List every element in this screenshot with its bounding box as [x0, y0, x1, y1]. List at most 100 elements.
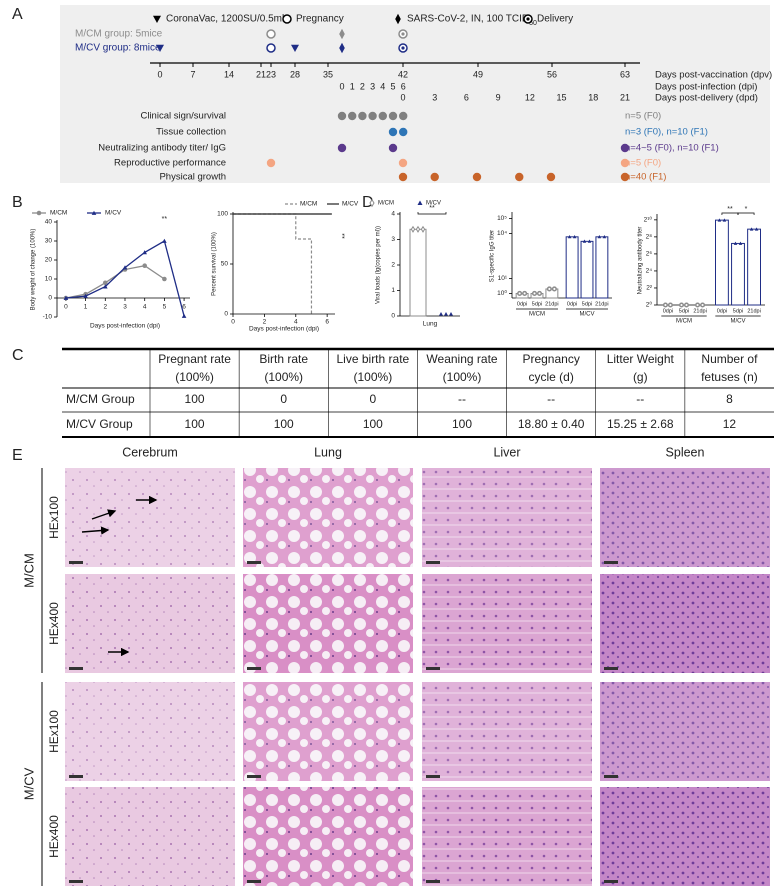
table-cell: 100: [452, 417, 472, 431]
table-cell: --: [636, 392, 644, 406]
event-marker: [339, 42, 345, 54]
timeline-dot: [398, 158, 408, 168]
event-marker-center: [401, 46, 405, 50]
y-axis-label: Body weight of change (100%): [31, 229, 37, 311]
row-label: Clinical sign/survival: [140, 111, 226, 122]
x-tick-label: 0dpi: [717, 308, 727, 314]
y-tick-label: 0: [48, 295, 52, 302]
row-note: n=3 (F0), n=10 (F1): [625, 127, 708, 138]
annotation: **: [727, 206, 733, 213]
bar-marker: [517, 290, 523, 297]
annotation: *: [745, 206, 748, 213]
bar-marker: [410, 225, 416, 233]
x-tick-label: 5dpi: [532, 301, 542, 307]
scale-bar: [604, 880, 618, 883]
legend-label: M/CV: [342, 201, 359, 208]
histology-image: [65, 468, 235, 567]
column-header: Spleen: [666, 445, 705, 459]
table-cell: 15.25 ± 2.68: [607, 417, 674, 431]
event-marker: [156, 44, 164, 52]
row-note: n=5 (F0): [625, 158, 661, 169]
x-tick-label: Lung: [423, 321, 438, 328]
data-point: [103, 280, 108, 286]
timeline-dot: [472, 172, 482, 182]
table-header: (g): [633, 370, 648, 384]
legend-symbol: [395, 13, 401, 25]
legend-symbol: [369, 198, 375, 208]
table-cell: 18.80 ± 0.40: [518, 417, 585, 431]
dpi-tick-label: 2: [360, 81, 365, 91]
dpv-tick-label: 14: [224, 69, 234, 79]
scale-bar: [426, 561, 440, 564]
table-header: Weaning rate: [426, 352, 497, 366]
bar-marker: [667, 302, 673, 308]
legend-label: M/CV: [426, 201, 441, 207]
bar-marker: [522, 290, 528, 297]
panel-label: C: [12, 347, 24, 364]
panel-label: E: [12, 447, 23, 464]
row-label: HEx100: [47, 496, 61, 539]
scale-bar: [247, 775, 261, 778]
scale-bar: [604, 667, 618, 670]
y-tick-label: 10¹: [498, 275, 508, 282]
x-tick-label: 0dpi: [517, 301, 527, 307]
dpd-tick-label: 15: [557, 92, 567, 102]
y-tick-label: 100: [217, 211, 228, 218]
dpv-tick-label: 7: [190, 69, 195, 79]
bar-marker: [662, 302, 668, 308]
histology-image: [243, 682, 413, 781]
scale-bar: [247, 561, 261, 564]
row-label: HEx100: [47, 710, 61, 753]
table-header: Number of: [701, 352, 758, 366]
bar-marker: [536, 290, 543, 297]
event-marker: [266, 43, 276, 53]
event-marker: [291, 44, 299, 52]
table-cell: 8: [726, 392, 733, 406]
x-tick-label: 3: [123, 304, 127, 311]
table-header: fetuses (n): [701, 370, 758, 384]
table-header: (100%): [175, 370, 214, 384]
x-axis-label: Days post-infection (dpi): [90, 323, 160, 330]
table-header: (100%): [443, 370, 482, 384]
group-label: M/CV: [580, 312, 595, 318]
legend-label: SARS-CoV-2, IN, 100 TCID: [407, 14, 529, 25]
timeline-dot: [337, 111, 347, 121]
bar-marker: [733, 241, 738, 245]
x-tick-label: 6: [325, 319, 329, 326]
table-header: (100%): [264, 370, 303, 384]
data-point: [162, 238, 167, 243]
column-header: Liver: [493, 445, 520, 459]
timeline-dot: [266, 158, 276, 168]
significance-bracket: [737, 212, 755, 215]
table-cell: 100: [363, 417, 383, 431]
legend-symbol: [36, 210, 42, 216]
table-cell: 0: [280, 392, 287, 406]
timeline-dot: [388, 127, 398, 137]
bar-marker: [683, 302, 690, 308]
group-label: M/CV: [731, 319, 746, 325]
dpd-tick-label: 18: [588, 92, 598, 102]
y-tick-label: 3: [391, 236, 395, 243]
legend-symbol: [282, 14, 292, 24]
timeline-dot: [388, 143, 398, 153]
dpv-tick-label: 28: [290, 69, 300, 79]
dpi-tick-label: 5: [390, 81, 395, 91]
y-tick-label: 0: [391, 313, 395, 320]
dpi-tick-label: 1: [350, 81, 355, 91]
bar: [580, 240, 594, 299]
row-label: HEx400: [47, 815, 61, 858]
row-label: Physical growth: [159, 172, 226, 183]
survival-line: [233, 213, 313, 314]
histology-image: [243, 574, 413, 673]
data-point: [83, 293, 88, 298]
timeline-dot: [546, 172, 556, 182]
histology-image: [600, 787, 770, 886]
y-axis-label: S1-specific IgG titer: [490, 230, 496, 282]
legend-symbol-center: [526, 17, 530, 21]
histology-image: [65, 787, 235, 886]
y-tick-label: -10: [43, 314, 53, 321]
group-label: M/CM: [21, 553, 36, 588]
legend-symbol: [91, 210, 97, 215]
scale-bar: [69, 667, 83, 670]
